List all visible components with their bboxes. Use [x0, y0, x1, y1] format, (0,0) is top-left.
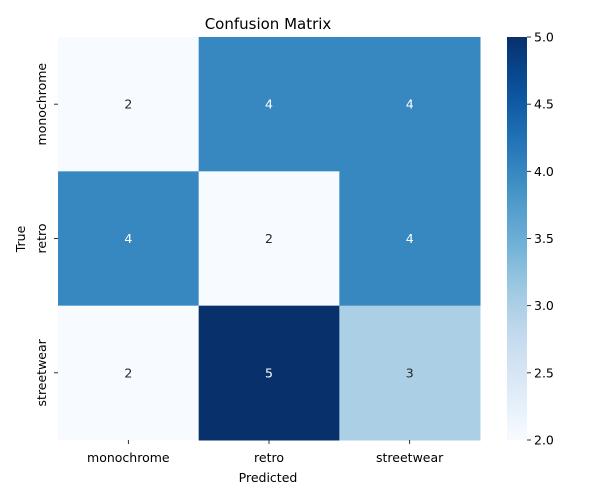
- cell-value-label: 2: [265, 231, 273, 246]
- colorbar-tick-label: 4.5: [534, 97, 554, 112]
- x-axis-label: Predicted: [239, 470, 298, 485]
- x-tick-label: monochrome: [87, 450, 170, 465]
- y-tick-label: retro: [34, 224, 49, 254]
- y-tick-label: monochrome: [34, 63, 49, 146]
- x-tick-label: streetwear: [376, 450, 444, 465]
- heatmap-cell: [339, 171, 481, 307]
- colorbar-tick-label: 3.0: [534, 298, 554, 313]
- heatmap-cell: [339, 37, 481, 172]
- y-axis-ticks: monochrome retro streetwear: [34, 63, 58, 406]
- heatmap-cell: [198, 37, 340, 172]
- colorbar-tick-label: 4.0: [534, 164, 554, 179]
- x-axis-ticks: monochrome retro streetwear: [87, 440, 444, 465]
- colorbar: 2.0 2.5 3.0 3.5 4.0 4.5 5.0: [507, 30, 554, 448]
- cell-value-label: 4: [406, 231, 414, 246]
- heatmap-cell: [198, 305, 340, 441]
- colorbar-tick-label: 2.5: [534, 365, 554, 380]
- x-tick-label: retro: [254, 450, 284, 465]
- heatmap-cell: [58, 305, 200, 441]
- heatmap-cell: [58, 171, 200, 307]
- colorbar-gradient: [507, 37, 527, 440]
- heatmap-cell: [58, 37, 200, 172]
- chart-title: Confusion Matrix: [205, 15, 332, 33]
- colorbar-tick-label: 5.0: [534, 30, 554, 45]
- cell-value-label: 4: [265, 97, 273, 112]
- cell-value-label: 3: [406, 365, 414, 380]
- heatmap-grid: 2 4 4 4 2 4 2 5 3: [58, 37, 481, 441]
- cell-value-label: 2: [124, 97, 132, 112]
- colorbar-tick-label: 3.5: [534, 231, 554, 246]
- cell-value-label: 4: [124, 231, 132, 246]
- cell-value-label: 2: [124, 365, 132, 380]
- colorbar-tick-label: 2.0: [534, 433, 554, 448]
- cell-value-label: 5: [265, 365, 273, 380]
- heatmap-cell: [339, 305, 481, 441]
- y-axis-label: True: [13, 225, 28, 253]
- heatmap-cell: [198, 171, 340, 307]
- y-tick-label: streetwear: [34, 338, 49, 406]
- cell-value-label: 4: [406, 97, 414, 112]
